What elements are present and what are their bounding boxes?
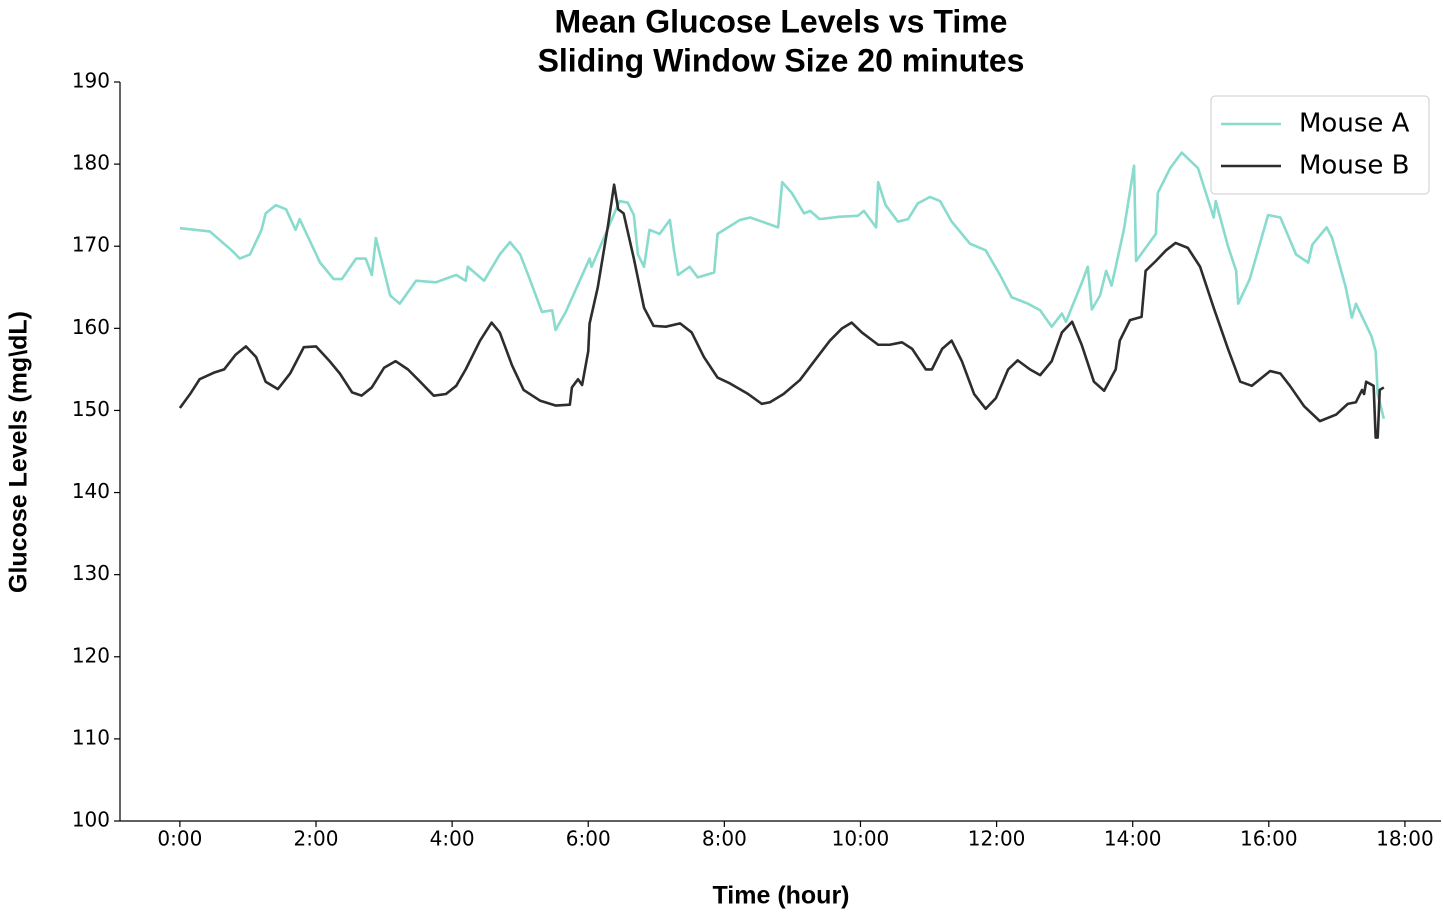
x-tick-label: 14:00	[1104, 827, 1162, 851]
y-tick-label: 190	[72, 69, 110, 93]
x-tick-label: 16:00	[1240, 827, 1298, 851]
y-tick-label: 120	[72, 643, 110, 667]
x-tick-label: 10:00	[832, 827, 890, 851]
y-tick-label: 130	[72, 561, 110, 585]
x-tick-label: 12:00	[968, 827, 1026, 851]
y-tick-label: 140	[72, 479, 110, 503]
y-tick-label: 110	[72, 725, 110, 749]
legend-frame	[1210, 95, 1430, 195]
legend-label: Mouse A	[1299, 109, 1410, 139]
x-tick-label: 18:00	[1376, 827, 1434, 851]
y-axis-label: Glucose Levels (mg\dL)	[5, 311, 33, 593]
x-tick-label: 8:00	[702, 827, 747, 851]
y-tick-label: 180	[72, 151, 110, 175]
y-tick-label: 150	[72, 397, 110, 421]
legend-label: Mouse B	[1299, 151, 1409, 181]
y-tick-label: 160	[72, 315, 110, 339]
chart-subtitle: Sliding Window Size 20 minutes	[538, 42, 1025, 78]
series-line	[179, 151, 1386, 419]
chart-title: Mean Glucose Levels vs Time	[555, 3, 1008, 39]
x-tick-label: 4:00	[430, 827, 475, 851]
series-line	[178, 183, 1385, 439]
y-tick-label: 170	[72, 233, 110, 257]
x-tick-label: 6:00	[566, 827, 611, 851]
x-tick-label: 2:00	[294, 827, 339, 851]
x-tick-label: 0:00	[157, 827, 202, 851]
y-tick-label: 100	[72, 808, 110, 832]
x-axis-label: Time (hour)	[712, 882, 849, 910]
